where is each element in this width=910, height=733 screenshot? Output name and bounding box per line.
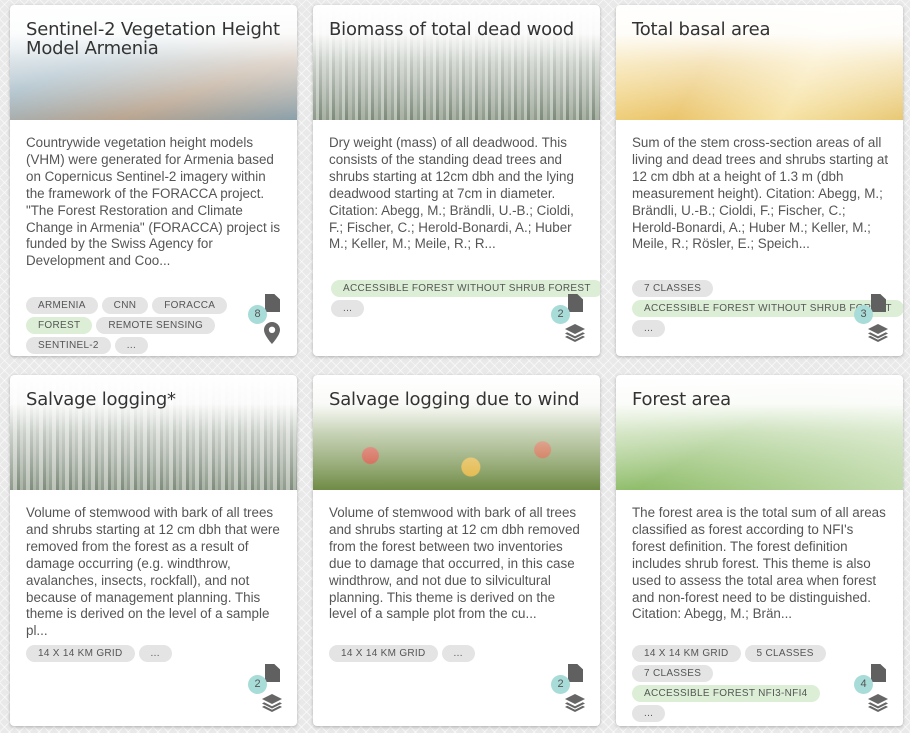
- card-thumbnail: Total basal area: [616, 5, 903, 120]
- card-title[interactable]: Biomass of total dead wood: [329, 19, 575, 40]
- document-count-badge: 2: [551, 305, 570, 324]
- card-meta: 3: [854, 294, 891, 349]
- document-icon: [568, 294, 583, 312]
- card-description: Sum of the stem cross-section areas of a…: [632, 135, 889, 252]
- dataset-card[interactable]: Forest area The forest area is the total …: [616, 375, 903, 726]
- tag-chip[interactable]: ...: [632, 705, 666, 722]
- card-meta: 2: [551, 664, 588, 719]
- dataset-card[interactable]: Biomass of total dead wood Dry weight (ma…: [313, 5, 600, 356]
- card-thumbnail: Salvage logging due to wind: [313, 375, 600, 490]
- document-count-badge: 2: [551, 675, 570, 694]
- tag-list: ACCESSIBLE FOREST WITHOUT SHRUB FOREST..…: [331, 280, 600, 317]
- card-meta: 2: [248, 664, 285, 719]
- tag-chip[interactable]: REMOTE SENSING: [96, 317, 216, 334]
- document-count-badge: 4: [854, 675, 873, 694]
- card-description: Volume of stemwood with bark of all tree…: [329, 505, 580, 622]
- tag-chip[interactable]: 7 CLASSES: [632, 665, 714, 682]
- layers-icon: [565, 324, 585, 342]
- document-icon: [871, 294, 886, 312]
- card-description: Dry weight (mass) of all deadwood. This …: [329, 135, 574, 252]
- tag-chip[interactable]: ...: [138, 645, 172, 662]
- card-thumbnail: Sentinel-2 Vegetation Height Model Armen…: [10, 5, 297, 120]
- tag-chip[interactable]: ARMENIA: [26, 297, 98, 314]
- tag-list: 14 X 14 KM GRID...: [26, 645, 249, 662]
- tag-chip[interactable]: FORACCA: [152, 297, 228, 314]
- document-icon: [568, 664, 583, 682]
- document-count-badge: 2: [248, 675, 267, 694]
- tag-chip[interactable]: ...: [441, 645, 475, 662]
- dataset-card[interactable]: Salvage logging due to wind Volume of ste…: [313, 375, 600, 726]
- tag-chip[interactable]: 5 CLASSES: [744, 645, 826, 662]
- card-meta: 8: [248, 294, 285, 349]
- tag-chip[interactable]: ACCESSIBLE FOREST NFI3-NFI4: [632, 685, 820, 702]
- tag-chip[interactable]: 14 X 14 KM GRID: [329, 645, 438, 662]
- card-thumbnail: Forest area: [616, 375, 903, 490]
- document-count-badge: 3: [854, 305, 873, 324]
- tag-list: ARMENIA CNN FORACCA FOREST REMOTE SENSING SEN…: [26, 297, 249, 354]
- card-meta: 4: [854, 664, 891, 719]
- tag-chip[interactable]: FOREST: [26, 317, 93, 334]
- card-thumbnail: Salvage logging*: [10, 375, 297, 490]
- tag-chip[interactable]: ...: [331, 300, 365, 317]
- card-meta: 2: [551, 294, 588, 349]
- layers-icon: [868, 694, 888, 712]
- tag-chip[interactable]: SENTINEL-2: [26, 337, 111, 354]
- tag-chip[interactable]: ...: [632, 320, 666, 337]
- card-description: Volume of stemwood with bark of all tree…: [26, 505, 280, 639]
- layers-icon: [868, 324, 888, 342]
- card-description: The forest area is the total sum of all …: [632, 505, 886, 622]
- tag-chip[interactable]: ...: [114, 337, 149, 354]
- tag-list: 14 X 14 KM GRID 5 CLASSES 7 CLASSES ACCESSI…: [632, 645, 855, 722]
- tag-list: 14 X 14 KM GRID...: [329, 645, 552, 662]
- tag-chip[interactable]: 14 X 14 KM GRID: [632, 645, 741, 662]
- tag-chip[interactable]: CNN: [101, 297, 149, 314]
- card-title[interactable]: Salvage logging due to wind: [329, 389, 580, 410]
- layers-icon: [565, 694, 585, 712]
- document-icon: [265, 294, 280, 312]
- dataset-card[interactable]: Sentinel-2 Vegetation Height Model Armen…: [10, 5, 297, 356]
- tag-chip[interactable]: ACCESSIBLE FOREST WITHOUT SHRUB FOREST: [331, 280, 600, 297]
- tag-list: 7 CLASSES ACCESSIBLE FOREST WITHOUT SHRUB…: [632, 280, 903, 337]
- document-icon: [871, 664, 886, 682]
- tag-chip[interactable]: ACCESSIBLE FOREST WITHOUT SHRUB FOREST: [632, 300, 903, 317]
- dataset-card[interactable]: Total basal area Sum of the stem cross-se…: [616, 5, 903, 356]
- dataset-card[interactable]: Salvage logging* Volume of stemwood with …: [10, 375, 297, 726]
- layers-icon: [262, 694, 282, 712]
- tag-chip[interactable]: 14 X 14 KM GRID: [26, 645, 135, 662]
- card-thumbnail: Biomass of total dead wood: [313, 5, 600, 120]
- document-count-badge: 8: [248, 305, 267, 324]
- card-title[interactable]: Salvage logging*: [26, 389, 176, 410]
- tag-chip[interactable]: 7 CLASSES: [632, 280, 714, 297]
- document-icon: [265, 664, 280, 682]
- card-title[interactable]: Total basal area: [632, 19, 771, 40]
- pin-icon: [264, 322, 280, 344]
- card-description: Countrywide vegetation height models (VH…: [26, 135, 281, 269]
- card-title[interactable]: Forest area: [632, 389, 731, 410]
- card-title[interactable]: Sentinel-2 Vegetation Height Model Armen…: [26, 19, 280, 59]
